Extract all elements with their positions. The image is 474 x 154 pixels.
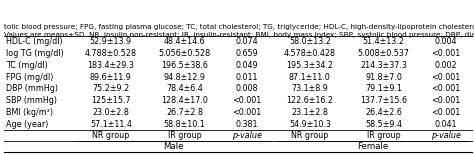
Text: 73.1±8.9: 73.1±8.9 [292,84,328,93]
Text: 196.5±38.6: 196.5±38.6 [161,61,208,70]
Text: DBP (mmHg): DBP (mmHg) [6,84,58,93]
Text: p-value: p-value [232,131,262,140]
Text: 137.7±15.6: 137.7±15.6 [360,96,407,105]
Text: <0.001: <0.001 [431,49,461,58]
Text: Values are means±SD. NR, insulin non-resistant; IR, insulin-resistant; BMI, body: Values are means±SD. NR, insulin non-res… [4,32,474,38]
Text: 4.788±0.528: 4.788±0.528 [85,49,137,58]
Text: 58.8±10.1: 58.8±10.1 [164,120,205,129]
Text: SBP (mmHg): SBP (mmHg) [6,96,57,105]
Text: 183.4±29.3: 183.4±29.3 [87,61,134,70]
Text: 52.9±13.9: 52.9±13.9 [90,37,132,46]
Text: BMI (kg/m²): BMI (kg/m²) [6,108,53,117]
Text: 125±15.7: 125±15.7 [91,96,131,105]
Text: 87.1±11.0: 87.1±11.0 [289,73,331,82]
Text: <0.001: <0.001 [233,108,262,117]
Text: 89.6±11.9: 89.6±11.9 [90,73,132,82]
Text: 23.0±2.8: 23.0±2.8 [92,108,129,117]
Text: 0.008: 0.008 [236,84,258,93]
Text: 0.004: 0.004 [435,37,457,46]
Text: 4.578±0.428: 4.578±0.428 [284,49,336,58]
Text: 5.056±0.528: 5.056±0.528 [158,49,210,58]
Text: HDL-C (mg/dl): HDL-C (mg/dl) [6,37,63,46]
Text: IR group: IR group [168,131,201,140]
Text: Age (year): Age (year) [6,120,48,129]
Text: log TG (mg/dl): log TG (mg/dl) [6,49,64,58]
Text: 54.9±10.3: 54.9±10.3 [289,120,331,129]
Text: 5.008±0.537: 5.008±0.537 [357,49,410,58]
Text: 26.4±2.6: 26.4±2.6 [365,108,402,117]
Text: tolic blood pressure; FPG, fasting plasma glucose; TC, total cholesterol; TG, tr: tolic blood pressure; FPG, fasting plasm… [4,24,474,30]
Text: 94.8±12.9: 94.8±12.9 [164,73,205,82]
Text: 79.1±9.1: 79.1±9.1 [365,84,402,93]
Text: NR group: NR group [291,131,328,140]
Text: 0.049: 0.049 [236,61,258,70]
Text: 0.041: 0.041 [435,120,457,129]
Text: <0.001: <0.001 [431,84,461,93]
Text: <0.001: <0.001 [431,108,461,117]
Text: 0.002: 0.002 [435,61,457,70]
Text: 75.2±9.2: 75.2±9.2 [92,84,129,93]
Text: TC (mg/dl): TC (mg/dl) [6,61,48,70]
Text: Male: Male [163,142,184,151]
Text: IR group: IR group [366,131,401,140]
Text: <0.001: <0.001 [431,96,461,105]
Text: p-value: p-value [431,131,461,140]
Text: 57.1±11.4: 57.1±11.4 [90,120,132,129]
Text: 214.3±37.3: 214.3±37.3 [360,61,407,70]
Text: 128.4±17.0: 128.4±17.0 [161,96,208,105]
Text: 48.4±14.6: 48.4±14.6 [164,37,205,46]
Text: 23.1±2.8: 23.1±2.8 [292,108,328,117]
Text: 0.381: 0.381 [236,120,258,129]
Text: NR group: NR group [92,131,129,140]
Text: 58.0±13.2: 58.0±13.2 [289,37,331,46]
Text: Female: Female [357,142,388,151]
Text: 0.074: 0.074 [236,37,258,46]
Text: 78.4±6.4: 78.4±6.4 [166,84,203,93]
Text: 26.7±2.8: 26.7±2.8 [166,108,203,117]
Text: 58.5±9.4: 58.5±9.4 [365,120,402,129]
Text: 0.011: 0.011 [236,73,258,82]
Text: 51.4±13.2: 51.4±13.2 [363,37,404,46]
Text: 195.3±34.2: 195.3±34.2 [286,61,333,70]
Text: 91.8±7.0: 91.8±7.0 [365,73,402,82]
Text: <0.001: <0.001 [431,73,461,82]
Text: 122.6±16.2: 122.6±16.2 [286,96,333,105]
Text: FPG (mg/dl): FPG (mg/dl) [6,73,54,82]
Text: 0.659: 0.659 [236,49,258,58]
Text: <0.001: <0.001 [233,96,262,105]
